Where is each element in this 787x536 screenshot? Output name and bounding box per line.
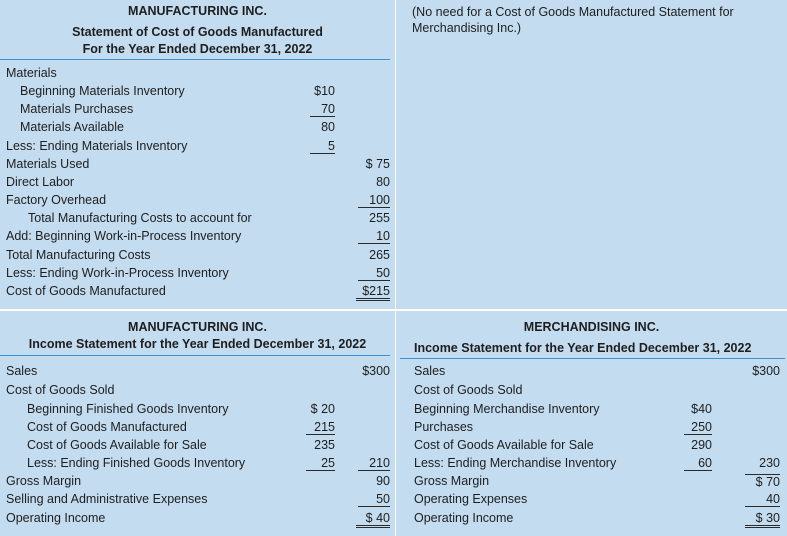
merch-income-row-label: Beginning Merchandise Inventory	[414, 402, 600, 416]
cogm-row-total: 255	[369, 211, 390, 225]
mfg-income-row-total: $ 40	[356, 511, 390, 528]
merch-income-row-label: Cost of Goods Available for Sale	[414, 438, 594, 452]
mfg-income-row-total: 90	[376, 474, 390, 488]
cogm-row-amount: $10	[314, 84, 335, 98]
cogm-title: Statement of Cost of Goods Manufactured	[72, 25, 323, 39]
mfg-income-row-amount: 235	[314, 438, 335, 452]
merch-income-row-label: Sales	[414, 364, 446, 378]
mfg-income-header-rule	[0, 355, 390, 356]
merch-income-row-amount: 250	[684, 420, 712, 435]
mfg-income-row-label: Selling and Administrative Expenses	[6, 492, 208, 506]
mfg-income-row-label: Sales	[6, 364, 38, 378]
mfg-income-row-amount: 215	[306, 420, 335, 435]
cogm-row-total: $ 75	[365, 157, 390, 171]
cogm-row-label: Materials	[6, 66, 57, 80]
merch-income-row-label: Gross Margin	[414, 474, 490, 488]
cogm-row-total: $215	[356, 284, 390, 301]
mfg-income-row-label: Cost of Goods Available for Sale	[27, 438, 207, 452]
merch-income-row-total: 230	[759, 456, 780, 470]
cogm-row-label: Beginning Materials Inventory	[20, 84, 185, 98]
mfg-income-row-label: Operating Income	[6, 511, 106, 525]
merch-income-title: Income Statement for the Year Ended Dece…	[414, 341, 752, 355]
mfg-income-row-label: Beginning Finished Goods Inventory	[27, 402, 229, 416]
mfg-income-row-total: 210	[358, 456, 390, 471]
merch-income-row-amount: $40	[691, 402, 712, 416]
cogm-row-total: 100	[358, 193, 390, 208]
merch-income-company: MERCHANDISING INC.	[523, 320, 660, 334]
cogm-row-label: Materials Purchases	[20, 102, 134, 116]
cogm-row-label: Factory Overhead	[6, 193, 107, 207]
cogm-row-total: 265	[369, 248, 390, 262]
cogm-row-amount: 70	[310, 102, 335, 117]
merch-income-row-total: $ 30	[745, 511, 780, 528]
mfg-income-row-total: $300	[362, 364, 390, 378]
cogm-row-amount: 80	[321, 120, 335, 134]
mfg-income-row-label: Cost of Goods Sold	[6, 383, 115, 397]
merch-income-row-label: Purchases	[414, 420, 474, 434]
merch-income-row-label: Operating Expenses	[414, 492, 528, 506]
cogm-row-label: Cost of Goods Manufactured	[6, 284, 166, 298]
section-divider	[0, 309, 787, 311]
merch-income-header-rule	[400, 358, 785, 359]
mfg-income-row-amount: 25	[306, 456, 335, 471]
mfg-income-row-label: Cost of Goods Manufactured	[27, 420, 187, 434]
merch-income-row-amount: 290	[691, 438, 712, 452]
cogm-row-amount: 5	[310, 139, 335, 154]
mfg-income-row-total: 50	[358, 492, 390, 507]
merch-income-row-amount: 60	[684, 456, 712, 471]
cogm-row-total: 10	[358, 229, 390, 244]
merch-income-row-total: $ 70	[745, 474, 780, 489]
cogm-period: For the Year Ended December 31, 2022	[82, 42, 313, 56]
merch-income-row-total: $300	[752, 364, 780, 378]
cogm-row-label: Total Manufacturing Costs to account for	[28, 211, 252, 225]
cogm-row-label: Less: Ending Work-in-Process Inventory	[6, 266, 229, 280]
cogm-header-rule	[0, 59, 390, 60]
merch-income-row-label: Cost of Goods Sold	[414, 383, 523, 397]
mfg-income-row-amount: $ 20	[310, 402, 335, 416]
mfg-income-company: MANUFACTURING INC.	[128, 320, 267, 334]
cogm-row-label: Direct Labor	[6, 175, 75, 189]
mfg-income-row-label: Gross Margin	[6, 474, 82, 488]
cogm-row-label: Materials Used	[6, 157, 90, 171]
cogm-row-label: Add: Beginning Work-in-Process Inventory	[6, 229, 242, 243]
cogm-row-label: Less: Ending Materials Inventory	[6, 139, 188, 153]
mfg-income-row-label: Less: Ending Finished Goods Inventory	[27, 456, 246, 470]
bottom-column-divider	[395, 311, 396, 536]
cogm-row-total: 50	[358, 266, 390, 281]
cogm-company: MANUFACTURING INC.	[128, 4, 267, 18]
cogm-row-total: 80	[376, 175, 390, 189]
mfg-income-title: Income Statement for the Year Ended Dece…	[28, 337, 367, 351]
top-column-divider	[395, 0, 396, 310]
merch-income-row-total: 40	[745, 492, 780, 507]
cogm-row-label: Materials Available	[20, 120, 124, 134]
merch-note: (No need for a Cost of Goods Manufacture…	[412, 5, 734, 35]
merch-income-row-label: Operating Income	[414, 511, 514, 525]
cogm-row-label: Total Manufacturing Costs	[6, 248, 151, 262]
merch-income-row-label: Less: Ending Merchandise Inventory	[414, 456, 617, 470]
